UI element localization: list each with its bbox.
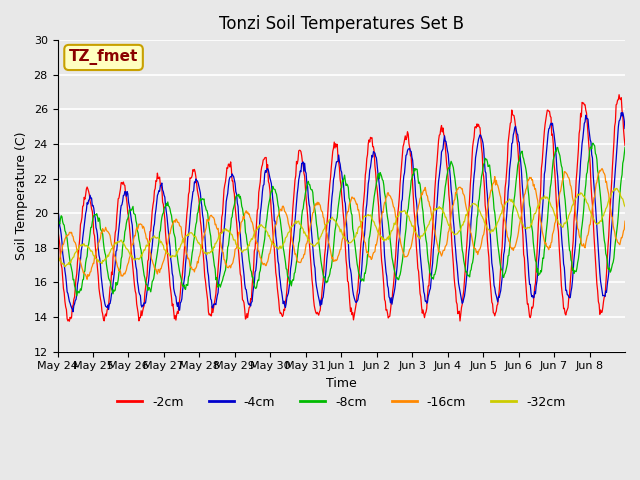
-8cm [225, 236, 233, 241]
-2cm [225, 161, 233, 167]
-32cm [401, 207, 408, 213]
-16cm [621, 218, 629, 224]
-4cm [121, 189, 129, 194]
-8cm [73, 293, 81, 299]
-16cm [54, 262, 61, 267]
-2cm [621, 143, 629, 148]
-16cm [401, 254, 408, 260]
Line: -16cm: -16cm [58, 168, 625, 279]
-8cm [275, 205, 283, 211]
-32cm [61, 264, 68, 270]
-32cm [275, 246, 283, 252]
-2cm [615, 92, 623, 97]
-4cm [401, 170, 408, 176]
-2cm [253, 208, 261, 214]
-2cm [401, 137, 408, 143]
-16cm [225, 263, 233, 269]
-2cm [65, 318, 73, 324]
Legend: -2cm, -4cm, -8cm, -16cm, -32cm: -2cm, -4cm, -8cm, -16cm, -32cm [112, 391, 570, 414]
-32cm [621, 204, 629, 209]
Text: TZ_fmet: TZ_fmet [69, 49, 138, 65]
Y-axis label: Soil Temperature (C): Soil Temperature (C) [15, 132, 28, 260]
-4cm [69, 309, 77, 315]
-8cm [401, 238, 408, 244]
-2cm [54, 221, 61, 227]
-32cm [225, 228, 233, 234]
Line: -32cm: -32cm [58, 188, 625, 267]
Line: -2cm: -2cm [58, 95, 625, 321]
-8cm [621, 144, 629, 150]
-8cm [589, 141, 597, 146]
-2cm [275, 298, 283, 304]
-4cm [621, 126, 629, 132]
-8cm [253, 280, 261, 286]
Line: -8cm: -8cm [58, 144, 625, 296]
-2cm [121, 182, 129, 188]
-16cm [598, 166, 606, 171]
-32cm [121, 243, 129, 249]
-4cm [433, 210, 440, 216]
-4cm [225, 177, 233, 182]
-4cm [54, 209, 61, 215]
-8cm [54, 220, 61, 226]
-4cm [275, 262, 283, 267]
-4cm [619, 110, 627, 116]
Title: Tonzi Soil Temperatures Set B: Tonzi Soil Temperatures Set B [219, 15, 464, 33]
X-axis label: Time: Time [326, 377, 356, 390]
-32cm [253, 227, 261, 232]
-32cm [54, 254, 61, 260]
-16cm [121, 271, 129, 277]
-32cm [433, 205, 440, 211]
Line: -4cm: -4cm [58, 113, 625, 312]
-16cm [83, 276, 91, 282]
-16cm [275, 212, 283, 217]
-8cm [433, 265, 440, 271]
-4cm [253, 248, 261, 253]
-16cm [253, 240, 261, 246]
-32cm [613, 185, 621, 191]
-16cm [433, 237, 440, 243]
-8cm [121, 229, 129, 235]
-2cm [433, 166, 440, 172]
